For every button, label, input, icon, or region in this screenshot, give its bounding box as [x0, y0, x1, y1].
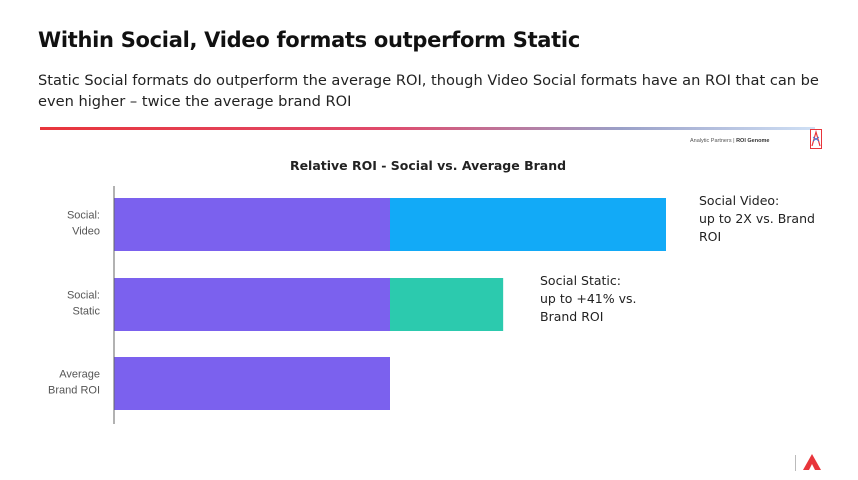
annotation-1-0: Social Static:	[540, 273, 621, 288]
annotation-1-1: up to +41% vs.	[540, 291, 636, 306]
footer-separator	[795, 455, 796, 471]
category-label-0-0: Social:	[67, 210, 100, 222]
category-label-1-0: Social:	[67, 290, 100, 302]
chart-title: Relative ROI - Social vs. Average Brand	[290, 158, 566, 173]
bar-uplift-0	[390, 198, 666, 251]
annotation-0-1: up to 2X vs. Brand	[699, 211, 815, 226]
page-title: Within Social, Video formats outperform …	[38, 28, 580, 52]
category-label-2-0: Average	[59, 369, 100, 381]
brand-separator: |	[733, 138, 735, 144]
bar-base-2	[114, 357, 390, 410]
brand-company: Analytic Partners	[690, 138, 732, 144]
category-label-2-1: Brand ROI	[48, 385, 100, 397]
header-divider	[40, 127, 815, 130]
category-label-0-1: Video	[72, 226, 100, 238]
bar-base-1	[114, 278, 390, 331]
roi-genome-logo-icon	[810, 129, 822, 149]
bar-uplift-1	[390, 278, 504, 331]
brand-tag: Analytic Partners | ROI Genome	[690, 138, 769, 144]
company-logo-icon	[803, 454, 821, 470]
annotation-0-0: Social Video:	[699, 193, 779, 208]
annotation-1-2: Brand ROI	[540, 309, 603, 324]
bar-base-0	[114, 198, 390, 251]
brand-product: ROI Genome	[736, 138, 770, 144]
page-subtitle: Static Social formats do outperform the …	[38, 72, 819, 110]
annotation-0-2: ROI	[699, 229, 721, 244]
category-label-1-1: Static	[72, 306, 100, 318]
